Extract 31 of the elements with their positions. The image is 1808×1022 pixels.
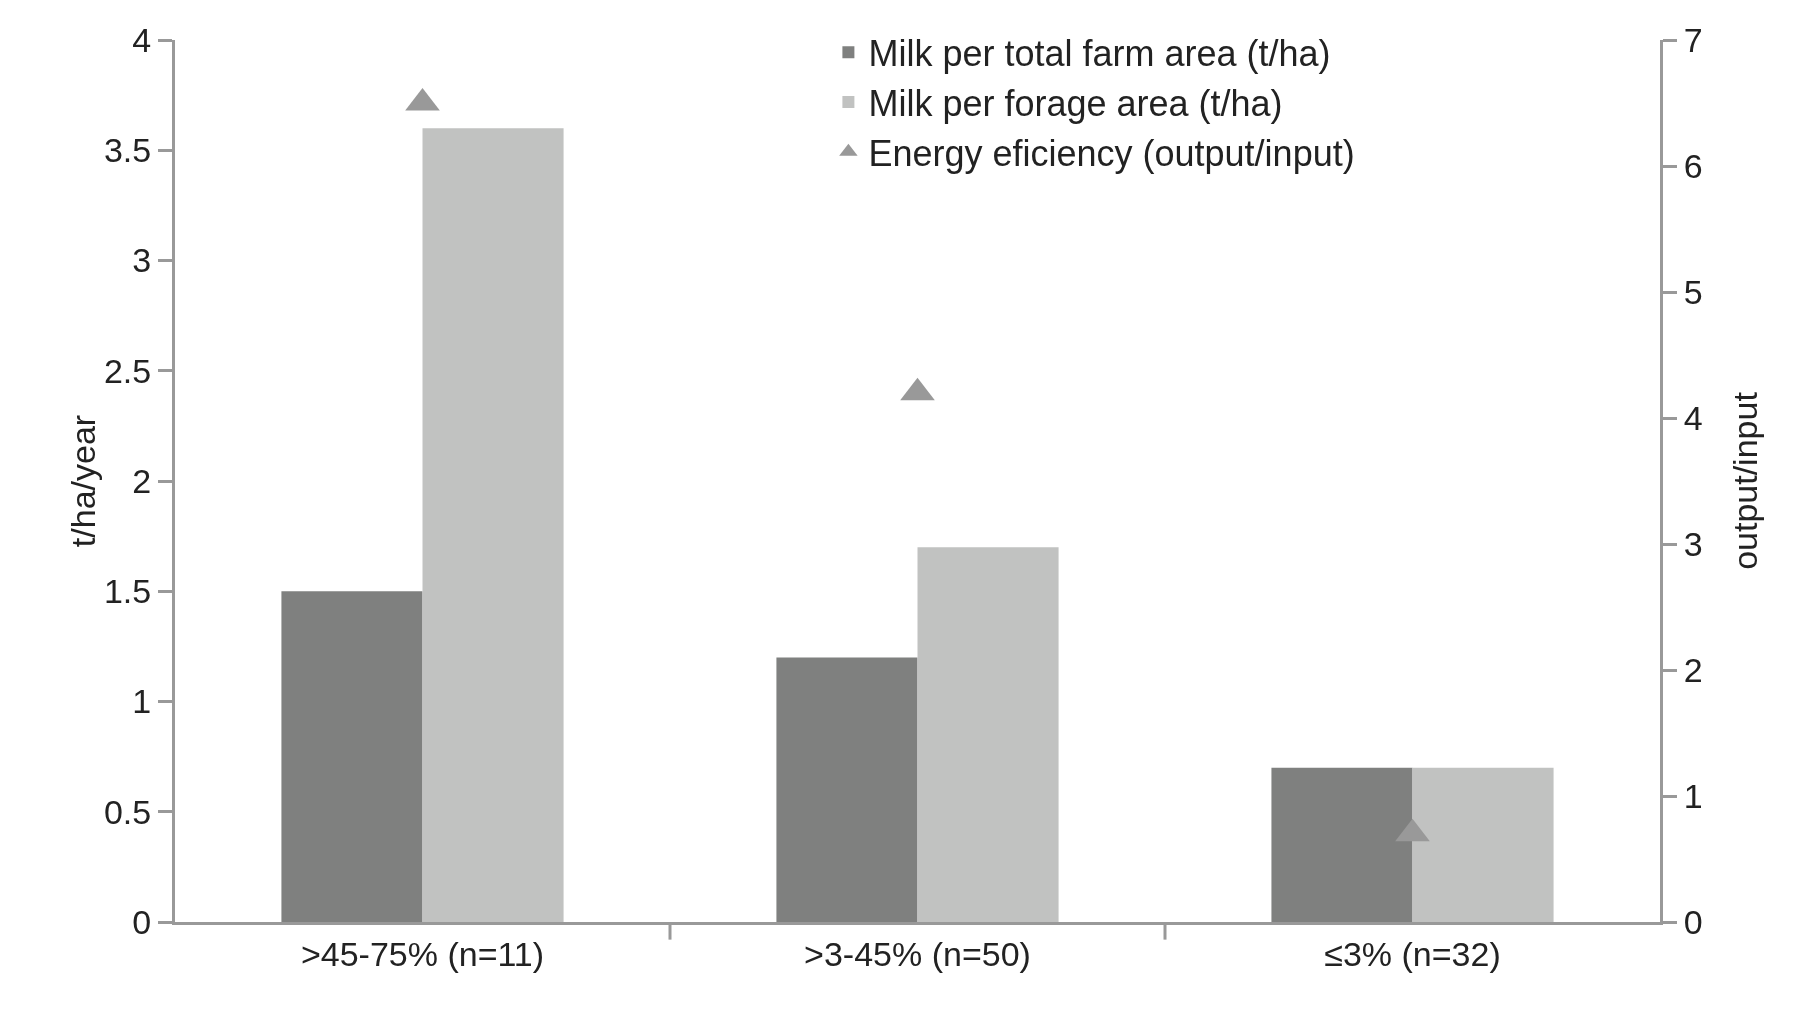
y-tick-label: 2.5	[103, 351, 152, 390]
x-tick-label: >45-75% (n=11)	[300, 934, 545, 973]
y-axis-title: t/ha/year	[64, 414, 102, 548]
bar	[281, 591, 423, 922]
x-tick-label: ≤3% (n=32)	[1324, 934, 1501, 973]
y2-axis-title: output/input	[1726, 391, 1764, 570]
y2-tick-label: 5	[1683, 272, 1703, 311]
y2-tick-label: 1	[1683, 776, 1703, 815]
bar	[776, 657, 918, 922]
y-tick-label: 3.5	[103, 131, 152, 170]
y-tick-label: 0.5	[103, 792, 152, 831]
y-tick-label: 4	[132, 20, 152, 59]
y2-tick-label: 7	[1683, 20, 1703, 59]
bar	[917, 547, 1059, 922]
y2-tick-label: 0	[1683, 902, 1703, 941]
y2-tick-label: 2	[1683, 650, 1703, 689]
y2-tick-label: 3	[1683, 524, 1703, 563]
y-tick-label: 1.5	[103, 572, 152, 611]
legend-label: Energy eficiency (output/input)	[868, 132, 1355, 174]
y-tick-label: 0	[132, 902, 152, 941]
bar	[1412, 767, 1554, 922]
bar	[1271, 767, 1413, 922]
y2-tick-label: 4	[1683, 398, 1703, 437]
legend-label: Milk per forage area (t/ha)	[868, 83, 1283, 125]
bar	[422, 128, 564, 922]
y2-tick-label: 6	[1683, 146, 1703, 185]
y-tick-label: 3	[132, 241, 152, 280]
y-tick-label: 2	[132, 461, 152, 500]
x-tick-label: >3-45% (n=50)	[804, 934, 1031, 973]
legend-label: Milk per total farm area (t/ha)	[868, 33, 1331, 75]
y-tick-label: 1	[132, 682, 152, 721]
